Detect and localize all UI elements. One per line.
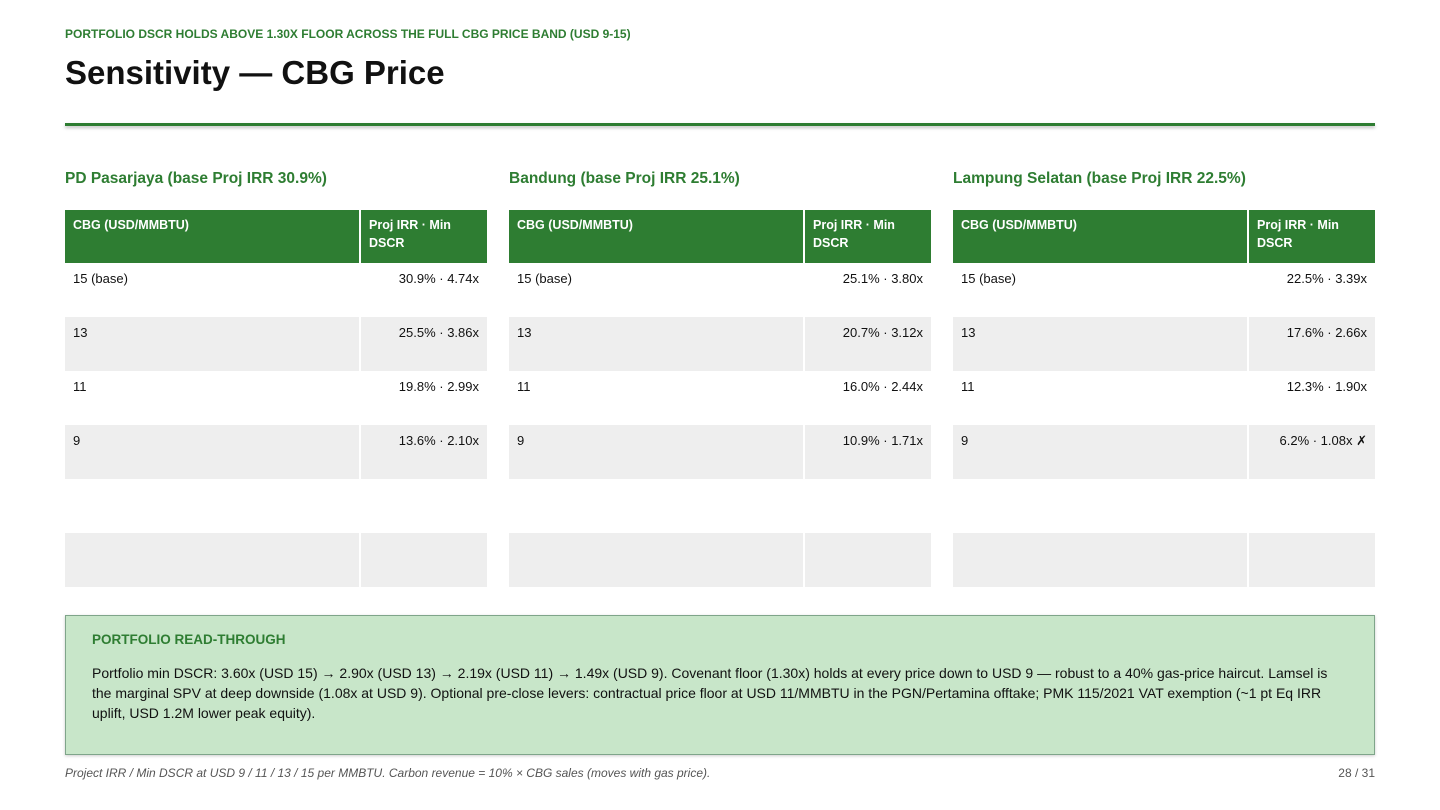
cell: 16.0% · 2.44x [803, 371, 931, 425]
blank-row [65, 533, 487, 587]
blank-cell [359, 533, 487, 587]
cell: 19.8% · 2.99x [359, 371, 487, 425]
blank-cell [65, 533, 360, 587]
row: 15 (base) 22.5% · 3.39x [953, 263, 1375, 317]
row: 13 20.7% · 3.12x [509, 317, 931, 371]
row: 9 10.9% · 1.71x [509, 425, 931, 479]
table-title: PD Pasarjaya (base Proj IRR 30.9%) [65, 170, 327, 187]
column-header: Proj IRR · Min DSCR [803, 210, 931, 263]
cell: 22.5% · 3.39x [1247, 263, 1375, 317]
cell: 15 (base) [961, 271, 1016, 286]
header-row: CBG (USD/MMBTU) Proj IRR · Min DSCR [509, 210, 931, 263]
cell: 9 [65, 425, 360, 479]
footnote: Project IRR / Min DSCR at USD 9 / 11 / 1… [65, 766, 711, 780]
cell: 15 (base) [517, 271, 572, 286]
cell: 25.5% · 3.86x [359, 317, 487, 371]
blank-cell [1247, 479, 1375, 533]
table-panel: Lampung Selatan (base Proj IRR 22.5%) CBG… [953, 170, 1375, 587]
title: Sensitivity — CBG Price [65, 54, 445, 91]
table: CBG (USD/MMBTU) Proj IRR · Min DSCR 15 (ba… [65, 210, 487, 587]
blank-cell [509, 479, 804, 533]
blank-row [509, 533, 931, 587]
cell: 11 [961, 379, 975, 394]
header-row: CBG (USD/MMBTU) Proj IRR · Min DSCR [953, 210, 1375, 263]
cell: 6.2% · 1.08x ✗ [1247, 425, 1375, 479]
cell: 13.6% · 2.10x [359, 425, 487, 479]
blank-row [65, 479, 487, 533]
row: 11 16.0% · 2.44x [509, 371, 931, 425]
cell: 12.3% · 1.90x [1247, 371, 1375, 425]
cell: 10.9% · 1.71x [803, 425, 931, 479]
row: 13 17.6% · 2.66x [953, 317, 1375, 371]
blank-row [953, 533, 1375, 587]
blank-cell [953, 533, 1248, 587]
cell: 25.1% · 3.80x [803, 263, 931, 317]
table-panel: Bandung (base Proj IRR 25.1%) CBG (USD/MM… [509, 170, 931, 587]
cell: 9 [953, 425, 1248, 479]
row: 11 19.8% · 2.99x [65, 371, 487, 425]
divider [65, 123, 1375, 126]
blank-cell [1247, 533, 1375, 587]
cell: 15 (base) [73, 271, 128, 286]
row: 15 (base) 30.9% · 4.74x [65, 263, 487, 317]
cell: 9 [509, 425, 804, 479]
callout-body: Portfolio min DSCR: 3.60x (USD 15) → 2.9… [92, 665, 1328, 721]
table-title: Lampung Selatan (base Proj IRR 22.5%) [953, 170, 1246, 187]
blank-cell [65, 479, 360, 533]
blank-cell [953, 479, 1248, 533]
cell: 17.6% · 2.66x [1247, 317, 1375, 371]
blank-cell [803, 479, 931, 533]
cell: 11 [73, 379, 87, 394]
blank-cell [509, 533, 804, 587]
header-row: CBG (USD/MMBTU) Proj IRR · Min DSCR [65, 210, 487, 263]
cell: 13 [953, 317, 1248, 371]
cell: 20.7% · 3.12x [803, 317, 931, 371]
blank-cell [803, 533, 931, 587]
blank-row [509, 479, 931, 533]
row: 11 12.3% · 1.90x [953, 371, 1375, 425]
row: 9 6.2% · 1.08x ✗ [953, 425, 1375, 479]
callout: PORTFOLIO READ-THROUGH Portfolio min DSC… [65, 615, 1375, 755]
cell: 30.9% · 4.74x [359, 263, 487, 317]
cell: 11 [517, 379, 531, 394]
blank-cell [359, 479, 487, 533]
cell: 13 [65, 317, 360, 371]
cell: 13 [509, 317, 804, 371]
column-header: CBG (USD/MMBTU) [65, 210, 360, 263]
table: CBG (USD/MMBTU) Proj IRR · Min DSCR 15 (ba… [509, 210, 931, 587]
callout-title: PORTFOLIO READ-THROUGH [92, 632, 286, 647]
page-number: 28 / 31 [1338, 766, 1375, 780]
table-title: Bandung (base Proj IRR 25.1%) [509, 170, 740, 187]
column-header: CBG (USD/MMBTU) [953, 210, 1248, 263]
table-panel: PD Pasarjaya (base Proj IRR 30.9%) CBG (U… [65, 170, 487, 587]
column-header: CBG (USD/MMBTU) [509, 210, 804, 263]
row: 15 (base) 25.1% · 3.80x [509, 263, 931, 317]
column-header: Proj IRR · Min DSCR [1247, 210, 1375, 263]
column-header: Proj IRR · Min DSCR [359, 210, 487, 263]
kicker: PORTFOLIO DSCR HOLDS ABOVE 1.30X FLOOR A… [65, 27, 631, 41]
row: 9 13.6% · 2.10x [65, 425, 487, 479]
table: CBG (USD/MMBTU) Proj IRR · Min DSCR 15 (ba… [953, 210, 1375, 587]
blank-row [953, 479, 1375, 533]
row: 13 25.5% · 3.86x [65, 317, 487, 371]
